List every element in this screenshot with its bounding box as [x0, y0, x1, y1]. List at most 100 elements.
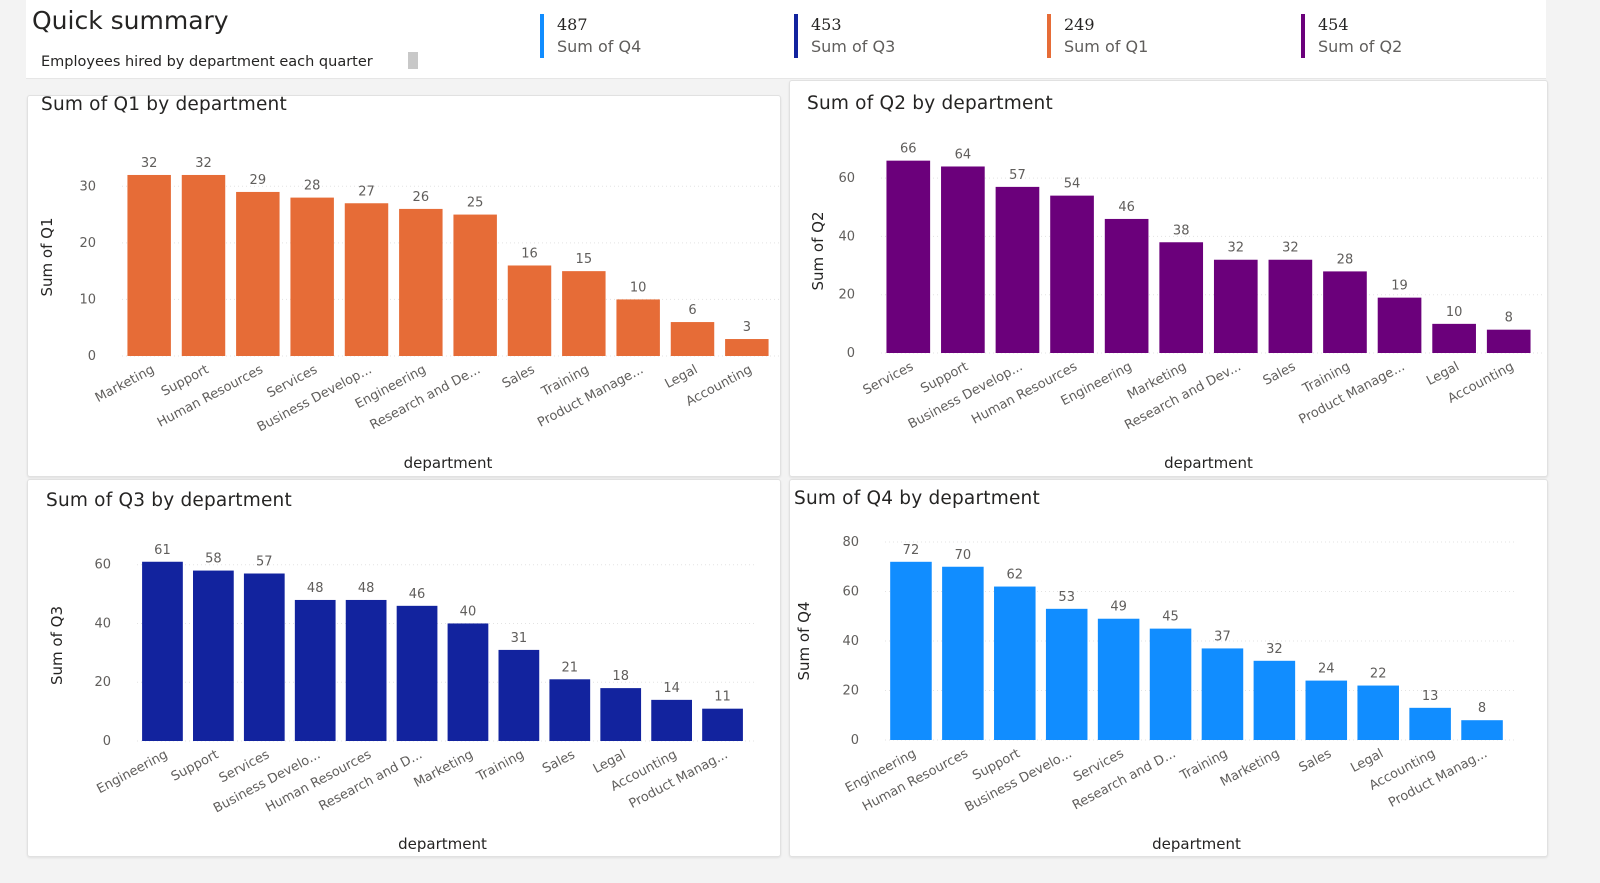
bar[interactable] [725, 339, 769, 356]
kpi-card-q4[interactable]: 487 Sum of Q4 [540, 14, 770, 58]
x-axis-title: department [398, 835, 487, 853]
data-label: 15 [576, 252, 593, 267]
y-tick-label: 0 [851, 733, 859, 748]
bar[interactable] [1486, 329, 1531, 353]
bar[interactable] [1268, 259, 1313, 353]
bar[interactable] [1097, 618, 1140, 740]
bar[interactable] [399, 208, 443, 356]
y-tick-label: 10 [79, 292, 96, 307]
data-label: 40 [460, 604, 477, 619]
bar[interactable] [1377, 297, 1422, 353]
bar[interactable] [236, 191, 280, 356]
x-axis-title: department [1152, 835, 1241, 853]
bar[interactable] [651, 699, 692, 741]
bar[interactable] [702, 708, 743, 741]
y-tick-label: 60 [94, 558, 111, 573]
bar[interactable] [193, 570, 234, 741]
y-tick-label: 0 [847, 346, 855, 361]
bar[interactable] [1104, 218, 1149, 353]
bar[interactable] [1213, 259, 1258, 353]
bar[interactable] [941, 166, 985, 353]
kpi-card-q3[interactable]: 453 Sum of Q3 [794, 14, 1024, 58]
bar[interactable] [1201, 648, 1244, 740]
y-tick-label: 80 [842, 535, 859, 550]
data-label: 58 [205, 552, 222, 567]
bar[interactable] [142, 561, 183, 741]
y-tick-label: 60 [842, 585, 859, 600]
bar[interactable] [294, 599, 336, 741]
bar[interactable] [549, 679, 591, 741]
scroll-indicator[interactable] [408, 52, 418, 69]
kpi-accent-bar [1301, 14, 1305, 58]
chart-panel-q4[interactable]: Sum of Q4 by department 0 20 40 60 80 72 Engin… [789, 479, 1548, 857]
x-axis-title: department [404, 454, 493, 472]
kpi-card-q1[interactable]: 249 Sum of Q1 [1047, 14, 1277, 58]
bar[interactable] [290, 197, 334, 356]
y-axis-title: Sum of Q2 [809, 212, 827, 291]
data-label: 48 [358, 581, 375, 596]
y-tick-label: 20 [838, 288, 855, 303]
y-axis-title: Sum of Q4 [795, 602, 813, 681]
bar[interactable] [616, 299, 660, 356]
bar[interactable] [670, 322, 715, 356]
bar[interactable] [181, 174, 226, 356]
data-label: 11 [714, 690, 731, 705]
bar[interactable] [1305, 680, 1348, 740]
chart-title: Sum of Q1 by department [41, 94, 287, 115]
data-label: 61 [154, 543, 171, 558]
bar[interactable] [995, 186, 1040, 353]
y-tick-label: 20 [842, 684, 859, 699]
bar[interactable] [1323, 271, 1367, 353]
data-label: 28 [304, 179, 321, 194]
bar[interactable] [890, 561, 932, 740]
bar[interactable] [1159, 242, 1204, 353]
x-tick-label: Sales [540, 747, 578, 777]
bar[interactable] [600, 688, 642, 741]
chart-panel-q3[interactable]: Sum of Q3 by department 0 20 40 60 61 Enginee… [27, 479, 781, 857]
bar[interactable] [562, 271, 606, 356]
data-label: 57 [256, 555, 273, 570]
x-tick-label: Training [474, 747, 527, 785]
bar[interactable] [1461, 720, 1503, 740]
data-label: 72 [903, 543, 920, 558]
kpi-card-q2[interactable]: 454 Sum of Q2 [1301, 14, 1531, 58]
x-tick-label: Support [169, 747, 221, 784]
bar[interactable] [396, 605, 438, 741]
bar[interactable] [942, 566, 984, 740]
bar[interactable] [243, 573, 285, 741]
x-tick-label: Engineering [94, 747, 170, 797]
data-label: 32 [141, 156, 158, 171]
data-label: 37 [1214, 629, 1231, 644]
bar[interactable] [453, 214, 497, 356]
data-label: 66 [900, 142, 917, 157]
chart-panel-q1[interactable]: Sum of Q1 by department 0 10 20 30 32 Marketi… [27, 94, 782, 477]
bar[interactable] [1045, 608, 1088, 740]
data-label: 32 [1266, 642, 1283, 657]
bar[interactable] [1357, 685, 1399, 740]
bar[interactable] [498, 649, 540, 741]
y-tick-label: 0 [88, 349, 96, 364]
chart-title: Sum of Q2 by department [807, 93, 1053, 114]
chart-panel-q2[interactable]: Sum of Q2 by department 0 20 40 60 66 Service… [789, 80, 1548, 477]
bar[interactable] [994, 586, 1036, 740]
bar[interactable] [1432, 323, 1476, 353]
bar[interactable] [127, 174, 171, 356]
bar[interactable] [345, 599, 387, 741]
bar[interactable] [1149, 628, 1192, 740]
data-label: 32 [1282, 241, 1299, 256]
data-label: 38 [1173, 223, 1190, 238]
data-label: 21 [562, 660, 579, 675]
y-tick-label: 40 [94, 616, 111, 631]
kpi-value: 249 [1064, 15, 1095, 34]
bar[interactable] [507, 265, 552, 356]
bar[interactable] [1050, 195, 1094, 353]
bar[interactable] [447, 623, 489, 741]
bar[interactable] [1409, 707, 1451, 740]
data-label: 32 [195, 156, 212, 171]
bar-chart-q3: 020406061Engineering58Support57Services4… [48, 543, 756, 853]
bar[interactable] [344, 203, 389, 356]
bar[interactable] [886, 160, 931, 353]
bar[interactable] [1253, 660, 1296, 740]
data-label: 8 [1505, 311, 1513, 326]
x-tick-label: Sales [1261, 359, 1299, 389]
